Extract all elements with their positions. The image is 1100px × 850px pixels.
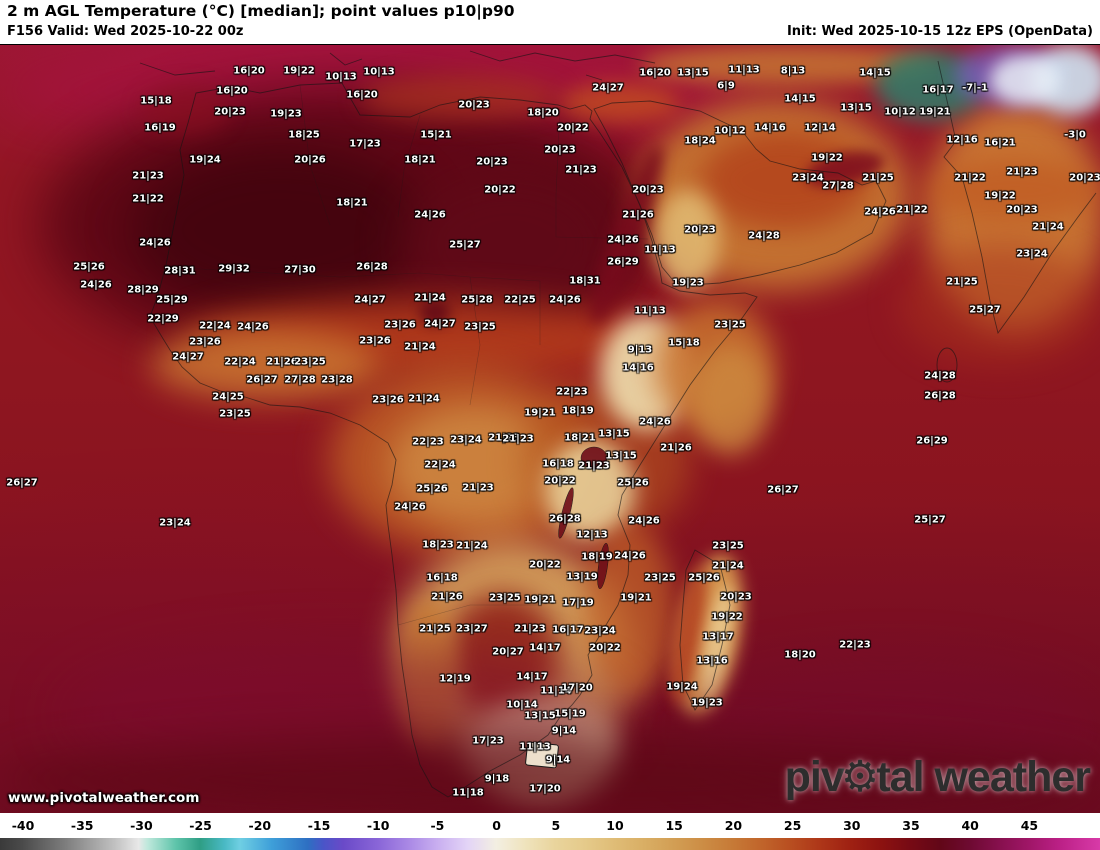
gear-icon: ⚙ [840, 753, 880, 801]
africa-coastline [149, 82, 758, 798]
map-canvas[interactable] [0, 44, 1100, 814]
shading-blob [130, 145, 430, 315]
lesotho-outline [524, 741, 560, 769]
shading-blob [690, 345, 770, 455]
country-border [397, 604, 540, 626]
map-title: 2 m AGL Temperature (°C) [median]; point… [7, 2, 515, 20]
shading-blob [150, 330, 380, 400]
shading-blob [585, 525, 675, 695]
anatolia-levant-coastline [469, 50, 656, 64]
colorbar-tick: 30 [843, 818, 861, 833]
colorbar-tick: -35 [70, 818, 94, 833]
logo-text-right: tal weather [876, 753, 1091, 801]
shading-blob [900, 245, 1100, 365]
colorbar-tick: 20 [724, 818, 743, 833]
colorbar-tick: 25 [783, 818, 802, 833]
valid-time-label: F156 Valid: Wed 2025-10-22 00z [7, 24, 244, 39]
colorbar [0, 838, 1100, 850]
lake-tanganyika [558, 487, 574, 539]
shading-blob [360, 75, 560, 120]
colorbar-tick: -10 [366, 818, 390, 833]
colorbar-ticks: -40 -35 -30 -25 -20 -15 -10 -5 0 5 10 15 20 25 30 35 40 4… [0, 813, 1100, 838]
colorbar-tick: -5 [430, 818, 445, 833]
shading-blob [400, 165, 620, 325]
colorbar-tick: -15 [307, 818, 331, 833]
colorbar-tick: 5 [551, 818, 561, 833]
logo-text-left: piv [784, 753, 845, 801]
shading-blob [420, 300, 450, 326]
lake-victoria [580, 446, 608, 470]
colorbar-tick: -40 [11, 818, 35, 833]
coastline-overlay [139, 50, 1097, 798]
init-time-label: Init: Wed 2025-10-15 12z EPS (OpenData) [786, 24, 1093, 39]
colorbar-tick: 40 [961, 818, 979, 833]
colorbar-tick: -20 [248, 818, 272, 833]
watermark: www.pivotalweather.com [8, 790, 200, 806]
pivotal-weather-logo: piv⚙tal weather [784, 752, 1091, 802]
shading-blob [140, 85, 230, 135]
country-border [469, 276, 481, 406]
colorbar-tick: -25 [189, 818, 212, 833]
country-border [397, 114, 421, 218]
country-border [555, 236, 649, 240]
colorbar-tick: 10 [606, 818, 624, 833]
shading-blob [990, 55, 1060, 105]
temperature-shading [0, 45, 1100, 813]
colorbar-tick: 35 [902, 818, 920, 833]
country-border [299, 84, 331, 226]
iberia-coastline [139, 62, 216, 76]
country-border [165, 266, 541, 282]
shading-blob [655, 190, 720, 290]
madagascar-coastline [679, 549, 731, 711]
lake-malawi [597, 542, 609, 590]
italy-coastline [329, 52, 363, 66]
country-border [555, 106, 561, 237]
arabia-coastline [593, 100, 887, 286]
header: 2 m AGL Temperature (°C) [median]; point… [0, 0, 1100, 44]
header-subrow: F156 Valid: Wed 2025-10-22 00z Init: Wed… [7, 24, 1093, 39]
colorbar-tick: 45 [1020, 818, 1039, 833]
cyprus-coastline [585, 74, 603, 81]
colorbar-tick: 0 [492, 818, 501, 833]
sri-lanka-coastline [936, 347, 958, 383]
shading-blob [930, 160, 1100, 220]
colorbar-tick: 15 [665, 818, 683, 833]
colorbar-tick: -30 [130, 818, 153, 833]
india-coastline [937, 60, 1097, 335]
